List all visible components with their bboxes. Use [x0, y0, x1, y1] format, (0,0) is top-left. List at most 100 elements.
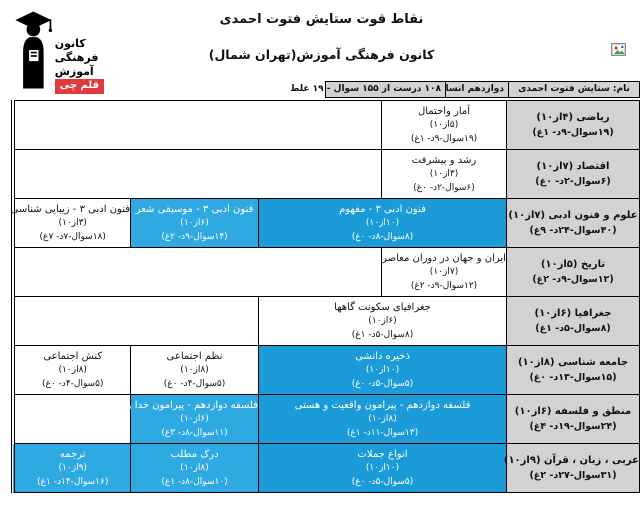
topic-cell: رشد و پیشرفت (۳از۱۰) (۶سوال-۲د- ۰غ)	[381, 149, 507, 199]
topic-cell: ذخیره دانشی (۱۰از۱۰) (۵سوال-۵د- ۰غ)	[258, 345, 507, 395]
topic-score: (۸از۱۰)	[180, 365, 209, 375]
topic-detail: (۵سوال-۵د- ۰غ)	[351, 477, 414, 487]
subject-detail: (۱۲سوال-۹د- ۲غ)	[532, 274, 614, 285]
topic-detail: (۱۱سوال-۸د- ۳غ)	[161, 428, 228, 438]
subject-title: جغرافیا (۶از۱۰)	[534, 308, 612, 319]
subject-detail: (۱۹سوال-۹د- ۱غ)	[532, 127, 614, 138]
subject-title: تاریخ (۵از۱۰)	[540, 259, 606, 270]
topic-title: ذخیره دانشی	[355, 351, 410, 362]
empty-cell	[12, 100, 383, 150]
topic-detail: (۶سوال-۲د- ۰غ)	[413, 183, 475, 193]
topic-cell: فنون ادبی ۳ - زیبایی شناسی (۳از۱۰) (۱۸سوال…	[10, 198, 132, 248]
topic-title: فلسفه دوازدهم - پیرامون واقعیت و هستی	[294, 400, 471, 411]
subject-cell: جغرافیا (۶از۱۰) (۸سوال-۵د- ۱غ)	[506, 296, 640, 346]
topic-score: (۶از۱۰)	[180, 218, 209, 228]
student-grade: دوازدهم انسانی	[433, 81, 508, 98]
logo-word-amoozesh: آموزش	[54, 65, 94, 78]
subject-title: ریاضی (۴از۱۰)	[536, 112, 610, 123]
topic-score: (۷از۱۰)	[429, 267, 459, 277]
topic-title: ترجمه	[59, 449, 86, 460]
subject-title: اقتصاد (۷از۱۰)	[536, 161, 610, 172]
kanoon-logo: کانون فرهنگی آموزش قلم چی	[12, 4, 104, 96]
page-subtitle: کانون فرهنگی آموزش(تهران شمال)	[208, 47, 435, 62]
topic-detail: (۱۸سوال-۷د- ۷غ)	[39, 232, 106, 242]
subject-detail: (۳۱سوال-۲۷د- ۲غ)	[529, 470, 617, 481]
topic-score: (۸از۱۰)	[180, 463, 209, 473]
topic-detail: (۱۳سوال-۱۱د- ۱غ)	[346, 428, 419, 438]
empty-cell	[12, 149, 383, 199]
topic-title: فلسفه دوازدهم - پیرامون خدا و عقل	[105, 400, 258, 411]
topic-score: (۱۰از۱۰)	[365, 463, 400, 473]
subject-title: منطق و فلسفه (۶از۱۰)	[514, 406, 632, 417]
topic-detail: (۱۲سوال-۹د- ۲غ)	[410, 281, 478, 291]
empty-cell	[12, 394, 132, 444]
subject-cell: عربی ، زبان ، قرآن (۹از۱۰) (۳۱سوال-۲۷د- ۲…	[503, 443, 640, 493]
subject-detail: (۶سوال-۲د- ۰غ)	[535, 176, 611, 187]
topic-detail: (۱۴سوال-۹د- ۲غ)	[161, 232, 228, 242]
logo-badge-ghalamchi: قلم چی	[54, 79, 104, 94]
subject-detail: (۴۰سوال-۲۴د- ۹غ)	[529, 225, 617, 236]
topic-detail: (۸سوال-۸د- ۰غ)	[351, 232, 414, 242]
topic-cell: جغرافیای سکونت گاهها (۶از۱۰) (۸سوال-۵د- ۱غ…	[258, 296, 507, 346]
topic-detail: (۱۰سوال-۸د- ۱غ)	[161, 477, 228, 487]
topic-title: فنون ادبی ۳ - مفهوم	[339, 204, 426, 215]
table-row: جغرافیا (۶از۱۰) (۸سوال-۵د- ۱غ) جغرافیای سک…	[12, 296, 640, 346]
subject-title: علوم و فنون ادبی (۷از۱۰)	[508, 210, 638, 221]
topic-detail: (۱۶سوال-۱۴د- ۱غ)	[37, 477, 109, 487]
topic-cell: ایران و جهان در دوران معاصر (۷از۱۰) (۱۲سوا…	[381, 247, 507, 297]
empty-cell	[12, 296, 260, 346]
topic-cell: فنون ادبی ۳ - موسیقی شعر (۶از۱۰) (۱۴سوال-۹…	[130, 198, 259, 248]
topic-detail: (۱۹سوال-۹د- ۱غ)	[410, 134, 478, 144]
topic-title: نظم اجتماعی	[166, 351, 223, 362]
page-title: نقاط قوت ستایش فتوت احمدی	[219, 12, 424, 27]
topic-score: (۵از۱۰)	[429, 120, 459, 130]
table-row: علوم و فنون ادبی (۷از۱۰) (۴۰سوال-۲۴د- ۹غ)…	[10, 198, 640, 248]
topic-score: (۱۰از۱۰)	[365, 365, 400, 375]
topic-title: درک مطلب	[170, 449, 219, 460]
topic-cell: ترجمه (۹از۱۰) (۱۶سوال-۱۴د- ۱غ)	[12, 443, 132, 493]
table-row: جامعه شناسی (۸از۱۰) (۱۵سوال-۱۳د- ۰غ) ذخیره…	[12, 345, 640, 395]
topic-detail: (۵سوال-۵د- ۰غ)	[351, 379, 414, 389]
topic-title: انواع جملات	[357, 449, 408, 460]
logo-word-kanoon: کانون	[54, 37, 86, 50]
topic-detail: (۵سوال-۴د- ۰غ)	[163, 379, 226, 389]
topic-score: (۳از۱۰)	[429, 169, 459, 179]
graduate-figure-icon	[15, 11, 53, 89]
student-info-bar: نام: ستایش فتوت احمدی دوازدهم انسانی ۱۰۸…	[290, 81, 640, 98]
broken-image-icon	[611, 43, 626, 56]
topic-score: (۱۰از۱۰)	[365, 218, 400, 228]
topic-score: (۶از۱۰)	[368, 316, 397, 326]
empty-cell	[12, 247, 383, 297]
subject-detail: (۲۴سوال-۱۹د- ۴غ)	[529, 421, 617, 432]
topic-cell: فنون ادبی ۳ - مفهوم (۱۰از۱۰) (۸سوال-۸د- ۰غ…	[258, 198, 507, 248]
student-name: نام: ستایش فتوت احمدی	[508, 81, 640, 98]
table-row: اقتصاد (۷از۱۰) (۶سوال-۲د- ۰غ) رشد و پیشرفت…	[12, 149, 640, 199]
topic-title: فنون ادبی ۳ - موسیقی شعر	[135, 204, 254, 215]
table-row: عربی ، زبان ، قرآن (۹از۱۰) (۳۱سوال-۲۷د- ۲…	[12, 443, 640, 493]
topic-cell: فلسفه دوازدهم - پیرامون خدا و عقل (۶از۱۰)…	[105, 394, 259, 444]
subject-title: عربی ، زبان ، قرآن (۹از۱۰)	[503, 455, 639, 466]
subject-cell: منطق و فلسفه (۶از۱۰) (۲۴سوال-۱۹د- ۴غ)	[506, 394, 640, 444]
topic-cell: انواع جملات (۱۰از۱۰) (۵سوال-۵د- ۰غ)	[258, 443, 507, 493]
topic-detail: (۸سوال-۵د- ۱غ)	[351, 330, 414, 340]
subject-cell: اقتصاد (۷از۱۰) (۶سوال-۲د- ۰غ)	[506, 149, 640, 199]
topic-title: ایران و جهان در دوران معاصر	[382, 253, 506, 264]
topic-score: (۹از۱۰)	[58, 463, 87, 473]
topic-cell: درک مطلب (۸از۱۰) (۱۰سوال-۸د- ۱غ)	[130, 443, 259, 493]
topic-score: (۸از۱۰)	[368, 414, 397, 424]
student-score-summary: ۱۰۸ درست از ۱۵۵ سوال - ۱۹ غلط	[290, 81, 445, 98]
table-row: ریاضی (۴از۱۰) (۱۹سوال-۹د- ۱غ) آمار واحتمال…	[12, 100, 640, 150]
topic-title: کنش اجتماعی	[43, 351, 103, 362]
topic-score: (۸از۱۰)	[58, 365, 87, 375]
subject-detail: (۱۵سوال-۱۳د- ۰غ)	[529, 372, 617, 383]
subject-cell: علوم و فنون ادبی (۷از۱۰) (۴۰سوال-۲۴د- ۹غ)	[506, 198, 640, 248]
topic-detail: (۵سوال-۴د- ۰غ)	[41, 379, 104, 389]
topic-title: فنون ادبی ۳ - زیبایی شناسی	[10, 204, 131, 215]
strengths-table: ریاضی (۴از۱۰) (۱۹سوال-۹د- ۱غ) آمار واحتمال…	[11, 100, 640, 493]
topic-title: رشد و پیشرفت	[411, 155, 477, 166]
table-row: تاریخ (۵از۱۰) (۱۲سوال-۹د- ۲غ) ایران و جهان…	[12, 247, 640, 297]
topic-cell: فلسفه دوازدهم - پیرامون واقعیت و هستی (۸ا…	[258, 394, 507, 444]
subject-cell: جامعه شناسی (۸از۱۰) (۱۵سوال-۱۳د- ۰غ)	[506, 345, 640, 395]
topic-title: جغرافیای سکونت گاهها	[334, 302, 431, 313]
